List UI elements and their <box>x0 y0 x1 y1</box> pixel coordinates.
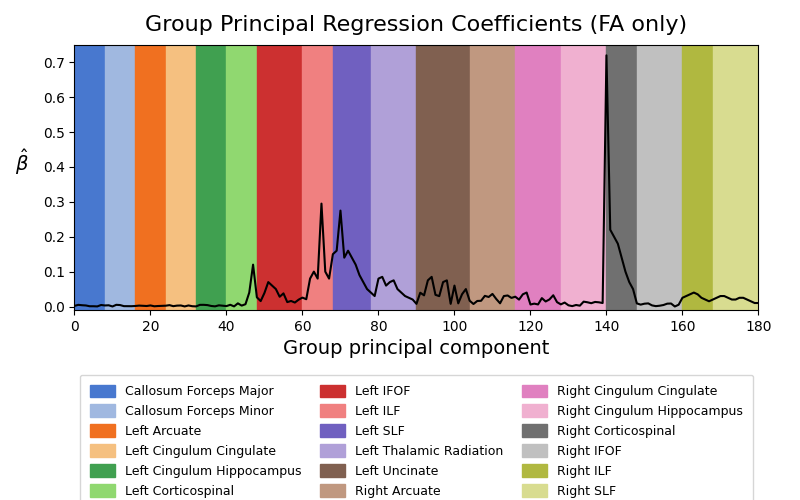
Bar <box>417 45 470 310</box>
Legend: Callosum Forceps Major, Callosum Forceps Minor, Left Arcuate, Left Cingulum Cing: Callosum Forceps Major, Callosum Forceps… <box>80 374 753 500</box>
Bar <box>166 45 196 310</box>
Bar <box>196 45 226 310</box>
Bar <box>135 45 166 310</box>
Title: Group Principal Regression Coefficients (FA only): Group Principal Regression Coefficients … <box>146 15 687 35</box>
Bar <box>226 45 257 310</box>
Bar <box>606 45 637 310</box>
Bar <box>371 45 417 310</box>
X-axis label: Group principal component: Group principal component <box>283 340 550 358</box>
Bar <box>105 45 135 310</box>
Bar <box>713 45 758 310</box>
Bar <box>302 45 333 310</box>
Bar <box>515 45 561 310</box>
Bar <box>682 45 713 310</box>
Bar <box>257 45 302 310</box>
Bar <box>561 45 606 310</box>
Y-axis label: $\hat{\beta}$: $\hat{\beta}$ <box>15 148 29 178</box>
Bar <box>74 45 105 310</box>
Bar <box>637 45 682 310</box>
Bar <box>333 45 371 310</box>
Bar <box>470 45 515 310</box>
